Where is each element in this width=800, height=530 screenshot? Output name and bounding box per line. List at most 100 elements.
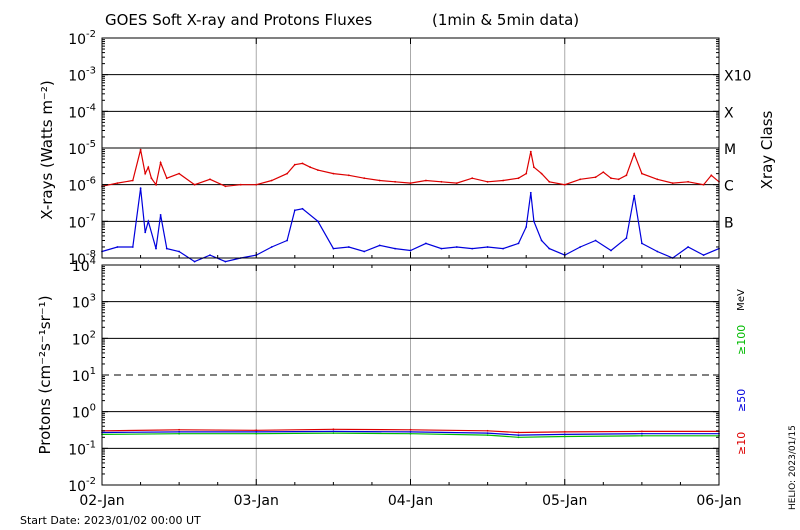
x-tick-label: 05-Jan	[542, 493, 587, 509]
xray-class-label: M	[724, 142, 736, 158]
data-point	[178, 172, 181, 175]
data-point	[486, 432, 489, 434]
series-line-2	[101, 432, 719, 438]
data-point	[139, 187, 142, 190]
series-line-0	[101, 428, 719, 434]
data-point	[671, 182, 674, 185]
data-point	[144, 172, 147, 175]
data-point	[332, 432, 335, 434]
xray-class-label: X	[724, 105, 734, 121]
data-point	[625, 174, 628, 177]
data-point	[270, 246, 273, 248]
xray-class-label: C	[724, 179, 734, 195]
data-point	[116, 246, 119, 248]
data-point	[425, 242, 427, 245]
data-point	[563, 183, 566, 186]
data-point	[625, 237, 628, 240]
y-tick-label: 103	[72, 293, 96, 312]
proton-y-ticks: 104 103 102 101 100 10-1 10-2	[68, 256, 719, 495]
data-point	[471, 177, 474, 180]
data-point	[178, 250, 181, 253]
x-tick-label: 02-Jan	[79, 493, 124, 509]
y-tick-label: 10-1	[68, 439, 96, 458]
data-point	[702, 183, 705, 186]
y-tick-label: 10-4	[68, 102, 96, 121]
data-point	[525, 226, 528, 228]
proton-grid	[102, 265, 719, 485]
proton-legend-item: ≥100	[735, 325, 748, 355]
data-point	[440, 247, 443, 250]
data-point	[193, 260, 196, 263]
data-point	[209, 178, 211, 181]
data-point	[409, 182, 412, 185]
proton-legend-item: ≥10	[735, 432, 748, 455]
data-point	[455, 182, 458, 185]
y-tick-label: 10-3	[68, 66, 96, 85]
data-point	[293, 163, 296, 166]
data-point	[347, 246, 350, 248]
data-point	[293, 209, 296, 212]
data-point	[563, 433, 566, 436]
data-point	[347, 174, 350, 177]
data-point	[563, 435, 566, 438]
data-point	[409, 249, 412, 252]
y-tick-label: 100	[72, 403, 96, 422]
data-point	[178, 431, 181, 433]
y-tick-label: 10-6	[68, 176, 96, 195]
data-point	[209, 254, 211, 256]
data-point	[255, 429, 258, 432]
data-point	[633, 194, 636, 197]
data-point	[710, 174, 713, 177]
data-point	[548, 247, 551, 250]
xray-y-ticks: 10-2 10-3 10-4 10-5 10-6 10-7 10-8	[68, 29, 719, 268]
data-point	[332, 172, 335, 175]
proton-legend-item: ≥50	[735, 389, 748, 412]
data-point	[486, 429, 489, 432]
data-point	[579, 246, 582, 248]
data-point	[594, 176, 597, 179]
data-point	[517, 434, 520, 436]
chart-subtitle: (1min & 5min data)	[432, 11, 579, 29]
data-point	[641, 172, 643, 175]
data-point	[563, 431, 566, 433]
data-point	[159, 214, 162, 216]
x-tick-label: 03-Jan	[234, 493, 279, 509]
proton-legend: ≥10 ≥50 ≥100	[735, 325, 748, 455]
data-point	[517, 242, 520, 245]
y-tick-label: 10-2	[68, 476, 96, 495]
data-point	[610, 249, 612, 252]
start-date-label: Start Date: 2023/01/02 00:00 UT	[20, 514, 201, 527]
data-point	[502, 247, 504, 250]
y-tick-label: 10-5	[68, 139, 96, 158]
data-point	[131, 246, 134, 248]
data-point	[147, 220, 150, 223]
data-point	[309, 166, 312, 169]
data-point	[116, 182, 119, 185]
data-point	[378, 244, 381, 247]
data-point	[409, 428, 412, 431]
data-point	[517, 431, 520, 434]
data-point	[610, 177, 612, 180]
xray-panel: GOES Soft X-ray and Protons Fluxes (1min…	[38, 11, 776, 268]
data-point	[540, 172, 543, 175]
x-tick-label: 06-Jan	[696, 493, 741, 509]
data-point	[656, 250, 659, 253]
data-point	[332, 428, 335, 431]
data-point	[525, 172, 528, 175]
data-point	[641, 434, 643, 437]
data-point	[147, 166, 150, 169]
data-point	[165, 247, 168, 250]
data-point	[317, 220, 319, 223]
data-point	[150, 177, 153, 180]
y-tick-label: 104	[72, 256, 96, 275]
data-point	[224, 185, 227, 188]
y-tick-label: 10-2	[68, 29, 96, 48]
data-point	[363, 250, 366, 253]
data-point	[440, 180, 443, 183]
data-point	[301, 162, 304, 165]
chart-title: GOES Soft X-ray and Protons Fluxes	[105, 11, 372, 29]
data-point	[702, 254, 705, 256]
data-point	[641, 430, 643, 433]
series-line-1	[101, 430, 719, 436]
series-line-1	[101, 188, 720, 263]
